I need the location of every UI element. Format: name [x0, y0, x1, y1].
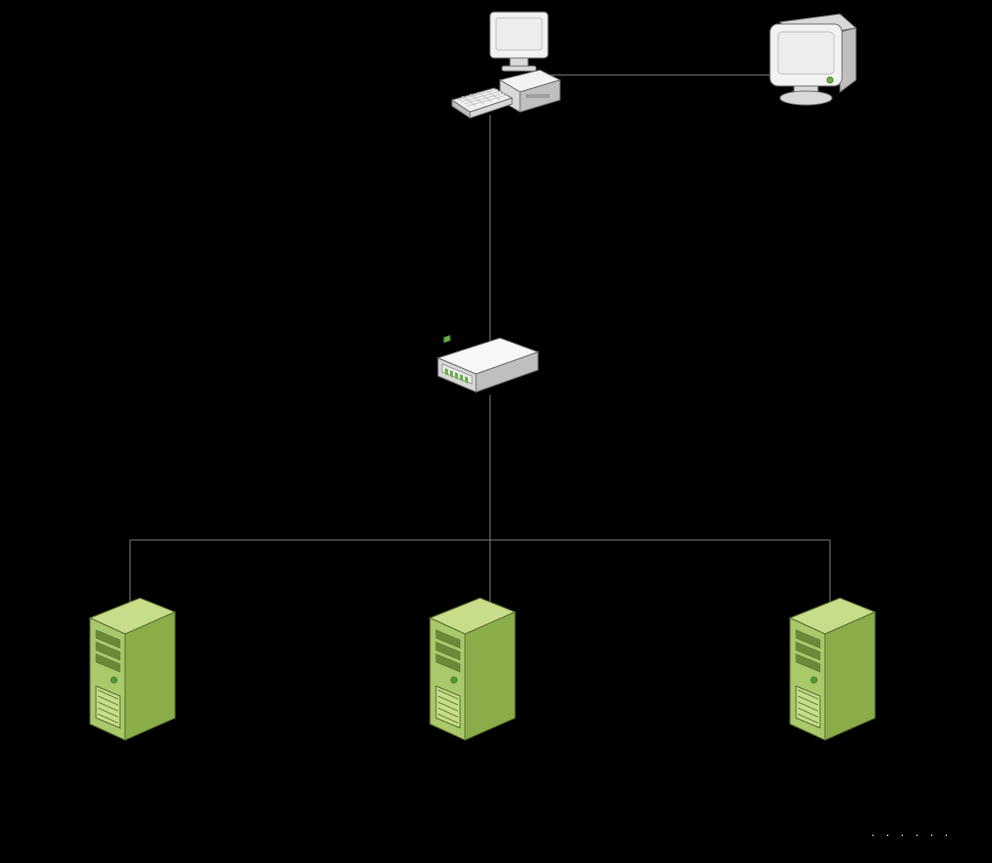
server-node-1 — [80, 590, 185, 750]
server-node-2 — [420, 590, 525, 750]
diagram-canvas: . . . . . . — [0, 0, 992, 863]
footer-dots: . . . . . . — [871, 825, 952, 839]
monitor-node — [760, 10, 865, 110]
workstation-node — [450, 10, 570, 120]
server-node-3 — [780, 590, 885, 750]
switch-node — [430, 330, 545, 400]
